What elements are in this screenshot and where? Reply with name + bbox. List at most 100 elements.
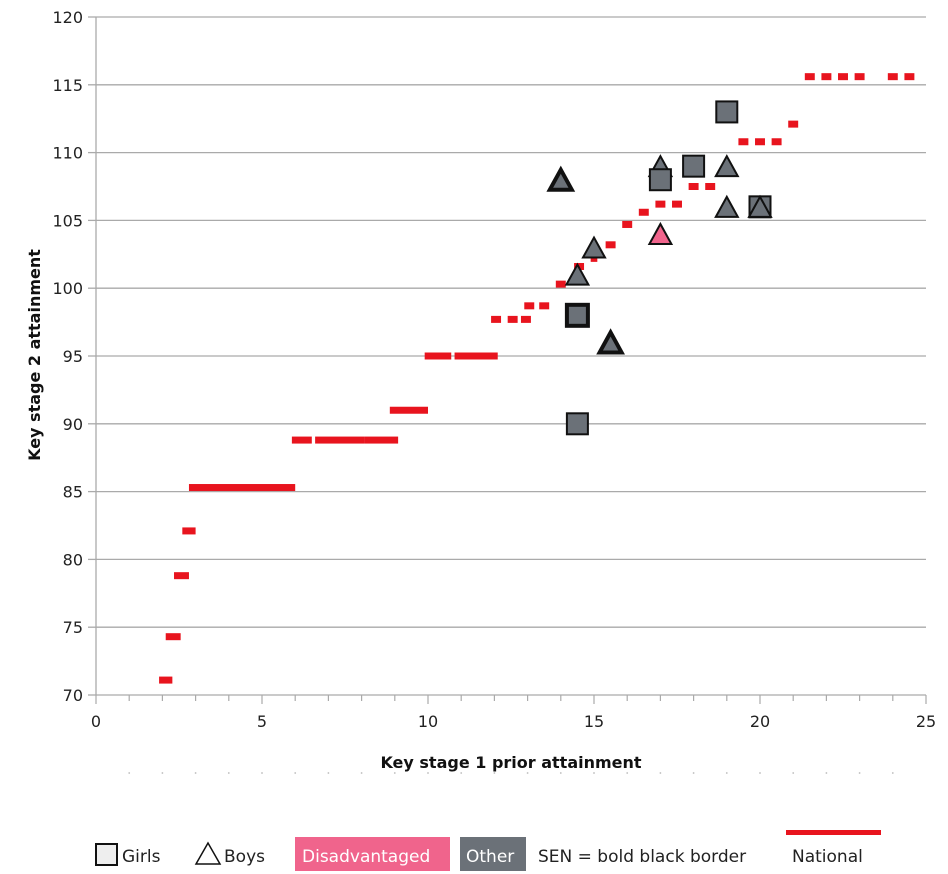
tick-labels: 70 75 80 85 90 95 100 105 110 115 120 0 5 10 15 20 25	[52, 8, 936, 731]
x-tick-label: 0	[91, 712, 101, 731]
national-segment	[788, 120, 799, 128]
national-segment	[539, 302, 550, 310]
national-segment	[182, 527, 196, 535]
x-tick-label: 15	[584, 712, 604, 731]
y-tick-label: 115	[52, 76, 83, 95]
boy-marker	[647, 221, 674, 245]
decor-dot	[626, 772, 629, 774]
legend-other-label: Other	[466, 847, 514, 867]
boy-marker	[546, 165, 576, 192]
national-segment	[804, 73, 815, 81]
national-segment	[165, 633, 181, 641]
y-tick-label: 95	[63, 347, 83, 366]
national-segment	[159, 676, 173, 684]
decor-dot	[692, 772, 695, 774]
decor-dot	[593, 772, 595, 774]
legend-sen-label: SEN = bold black border	[538, 847, 746, 867]
national-segment	[838, 73, 848, 81]
y-tick-label: 110	[52, 144, 83, 163]
decor-dot	[194, 772, 197, 774]
national-segment	[738, 138, 749, 146]
decor-dot	[759, 772, 761, 774]
legend: Girls Boys Disadvantaged Other SEN = bol…	[95, 830, 881, 871]
x-axis-title: Key stage 1 prior attainment	[380, 753, 641, 772]
legend-other-swatch	[460, 837, 526, 871]
boy-marker	[581, 235, 607, 259]
national-segment	[821, 73, 832, 81]
y-axis-title: Key stage 2 attainment	[25, 249, 44, 461]
decor-dot	[792, 772, 795, 774]
y-tick-label: 85	[63, 483, 83, 502]
national-segment	[520, 315, 531, 323]
national-segment	[688, 183, 699, 190]
decorative-dot-row	[128, 772, 894, 774]
national-segment	[507, 315, 518, 323]
axes	[88, 16, 927, 704]
legend-national-line	[786, 830, 881, 835]
gridlines	[96, 16, 926, 628]
national-segment	[389, 406, 428, 414]
x-tick-label: 10	[418, 712, 438, 731]
x-tick-label: 20	[750, 712, 770, 731]
national-segment	[524, 302, 535, 310]
national-segment	[672, 200, 682, 208]
girl-marker	[648, 168, 672, 192]
decor-dot	[825, 772, 828, 774]
national-segment	[491, 315, 502, 323]
national-segment	[638, 208, 649, 216]
national-segment	[622, 220, 633, 228]
decor-dot	[460, 772, 463, 774]
decor-dot	[427, 772, 429, 774]
national-segment	[854, 73, 865, 81]
y-tick-label: 70	[63, 686, 83, 705]
boy-marker	[596, 328, 625, 355]
decor-dot	[360, 772, 363, 774]
decor-dot	[725, 772, 728, 774]
national-segment	[174, 572, 189, 580]
decor-dot	[858, 772, 861, 774]
national-segment	[315, 436, 365, 444]
decor-dot	[327, 772, 330, 774]
x-tick-label: 25	[916, 712, 936, 731]
y-tick-label: 100	[52, 279, 83, 298]
girl-marker	[715, 100, 739, 124]
decor-dot	[526, 772, 529, 774]
decor-dot	[659, 772, 662, 774]
y-tick-label: 75	[63, 618, 83, 637]
decor-dot	[891, 772, 894, 774]
national-segment	[555, 280, 566, 288]
national-segment	[364, 436, 399, 444]
national-segment	[771, 138, 782, 146]
y-tick-label: 80	[63, 550, 83, 569]
legend-disadvantaged-swatch	[295, 837, 450, 871]
decor-dot	[393, 772, 396, 774]
x-tick-label: 5	[257, 712, 267, 731]
boy-marker	[747, 194, 773, 218]
legend-boys-label: Boys	[224, 847, 265, 867]
national-segment	[904, 73, 915, 81]
decor-dot	[128, 772, 131, 774]
boy-marker	[714, 154, 740, 178]
girl-marker	[565, 412, 589, 436]
national-segment	[424, 352, 452, 360]
national-segment	[188, 484, 296, 492]
national-segment	[705, 183, 716, 190]
national-segment	[454, 352, 498, 360]
legend-national-label: National	[792, 847, 863, 867]
decor-dot	[493, 772, 496, 774]
legend-girls-icon	[95, 843, 118, 866]
decor-dot	[294, 772, 297, 774]
boy-marker	[564, 262, 591, 286]
national-segment	[755, 138, 765, 146]
national-segment	[887, 73, 898, 81]
y-tick-label: 90	[63, 415, 83, 434]
national-series	[159, 73, 915, 684]
decor-dot	[227, 772, 230, 774]
national-segment	[655, 200, 666, 208]
y-tick-label: 105	[52, 211, 83, 230]
decor-dot	[559, 772, 562, 774]
decor-dot	[261, 772, 263, 774]
national-segment	[291, 436, 312, 444]
y-tick-label: 120	[52, 8, 83, 27]
